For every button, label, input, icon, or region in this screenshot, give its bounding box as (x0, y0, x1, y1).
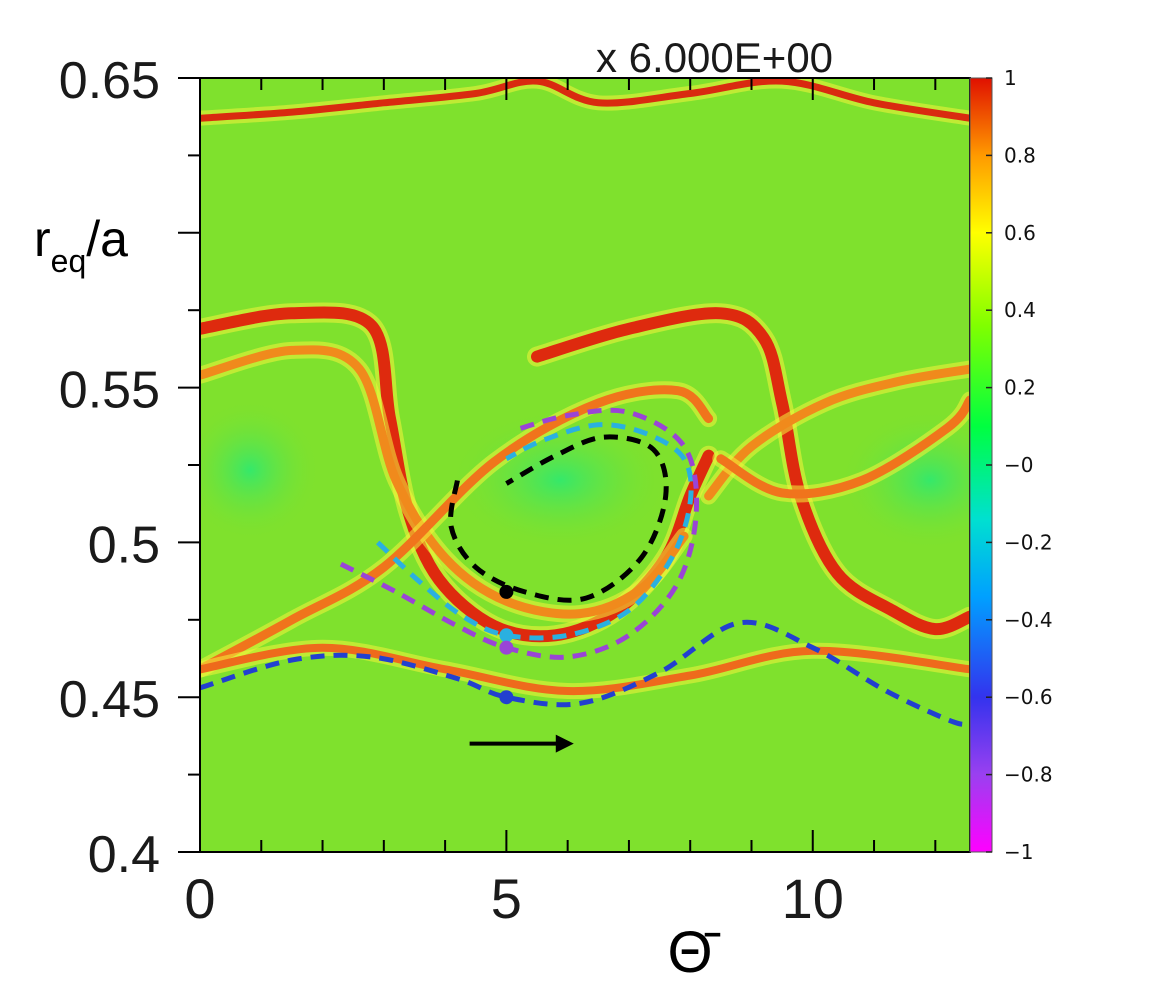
direction-arrow-head (555, 734, 574, 753)
separatrix-layer (200, 78, 970, 700)
colorbar-tick-label: 0.4 (1004, 298, 1036, 322)
separatrix-bottom-band (200, 643, 970, 696)
separatrix-red-loop-2 (531, 307, 970, 636)
trajectory-marker-black (499, 584, 514, 599)
y-axis: 0.4 0.45 0.5 0.55 0.65 (59, 52, 200, 884)
y-tick-label: 0.55 (59, 362, 160, 420)
scale-annotation: x 6.000E+00 (596, 34, 833, 81)
colorbar-tick-label: −0 (1004, 453, 1033, 477)
colorbar-tick-label: −1 (1004, 840, 1033, 864)
x-axis: 0 5 10 (184, 78, 937, 930)
y-tick-label: 0.4 (88, 826, 160, 884)
y-tick-label: 0.65 (59, 52, 160, 110)
separatrix-orange-lower (200, 385, 714, 674)
y-axis-label-main: r (34, 211, 51, 267)
y-axis-label: req/a (34, 211, 128, 279)
colorbar-tick-label: −0.2 (1004, 530, 1053, 554)
x-tick-label: 0 (184, 867, 215, 930)
y-tick-label: 0.5 (88, 516, 160, 574)
y-axis-label-tail: /a (86, 211, 128, 267)
colorbar-tick-label: 1 (1004, 66, 1017, 90)
trajectory-black (448, 434, 669, 603)
trajectory-marker-blue (499, 690, 514, 705)
colorbar-tick-label: 0.2 (1004, 376, 1036, 400)
trajectory-cyan (375, 422, 694, 641)
x-tick-label: 10 (782, 867, 844, 930)
colorbar-tick-label: 0.8 (1004, 143, 1036, 167)
colorbar-tick-label: −0.8 (1004, 763, 1053, 787)
island-glow-3 (200, 400, 320, 540)
colorbar: 1 0.8 0.6 0.4 0.2 −0 −0.2 −0.4 −0.6 −0.8 −1 (969, 66, 1053, 864)
colorbar-tick-label: −0.4 (1004, 608, 1053, 632)
trajectory-marker-purple (499, 640, 514, 655)
trajectory-layer (200, 407, 970, 753)
separatrix-upper-band (200, 78, 970, 122)
trajectory-purple (339, 407, 700, 660)
colorbar-tick-label: −0.6 (1004, 685, 1053, 709)
separatrix-orange-lower-2 (716, 395, 970, 499)
trajectory-blue (200, 619, 970, 727)
y-tick-label: 0.45 (59, 671, 160, 729)
x-tick-label: 5 (491, 867, 522, 930)
plot-area (200, 78, 970, 852)
colorbar-tick-label: 0.6 (1004, 221, 1036, 245)
colorbar-ticks: 1 0.8 0.6 0.4 0.2 −0 −0.2 −0.4 −0.6 −0.8 −1 (986, 66, 1053, 864)
trajectory-marker-cyan (499, 628, 514, 643)
y-axis-label-sub: eq (51, 243, 87, 279)
x-axis-label: Θ̄ (667, 920, 720, 985)
separatrix-orange-band-1 (200, 345, 689, 619)
